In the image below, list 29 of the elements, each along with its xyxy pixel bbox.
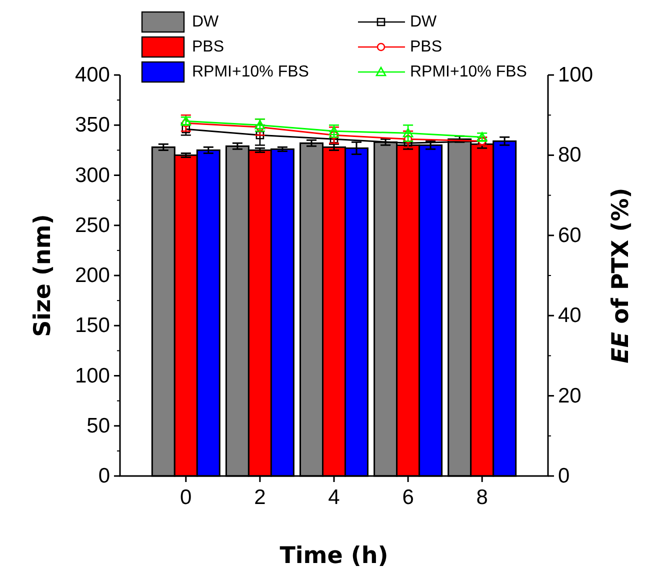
x-tick-label: 8 <box>476 486 488 509</box>
y2-tick-label: 80 <box>558 144 582 167</box>
legend-label: DW <box>192 14 220 30</box>
x-tick-label: 2 <box>254 486 266 509</box>
legend-label: RPMI+10% FBS <box>410 64 527 80</box>
y-tick-label: 350 <box>74 114 110 137</box>
y2-tick-label: 100 <box>558 64 594 86</box>
legend-label: RPMI+10% FBS <box>192 64 309 80</box>
y-axis-title: Size (nm) <box>30 214 56 337</box>
legend-label: PBS <box>410 38 442 56</box>
y2-tick-label: 60 <box>558 224 582 247</box>
y-tick-label: 150 <box>74 314 110 338</box>
legend-label: PBS <box>192 38 224 56</box>
x-axis-title: Time (h) <box>280 543 388 569</box>
y-tick-label: 250 <box>74 214 110 237</box>
x-tick-label: 6 <box>402 486 414 509</box>
y-tick-label: 300 <box>74 164 110 187</box>
y-tick-label: 200 <box>74 264 110 287</box>
y-tick-label: 100 <box>74 364 110 388</box>
y2-tick-label: 0 <box>558 464 570 488</box>
x-tick-label: 0 <box>180 486 192 509</box>
x-tick-label: 4 <box>328 486 340 509</box>
y-tick-label: 400 <box>74 64 110 86</box>
y2-tick-label: 40 <box>558 304 582 328</box>
y-tick-label: 50 <box>86 414 110 438</box>
legend-label: DW <box>410 14 438 30</box>
y2-tick-label: 20 <box>558 384 582 408</box>
y2-axis-title: EE of PTX (%) <box>608 188 634 364</box>
y-tick-label: 0 <box>98 464 110 488</box>
